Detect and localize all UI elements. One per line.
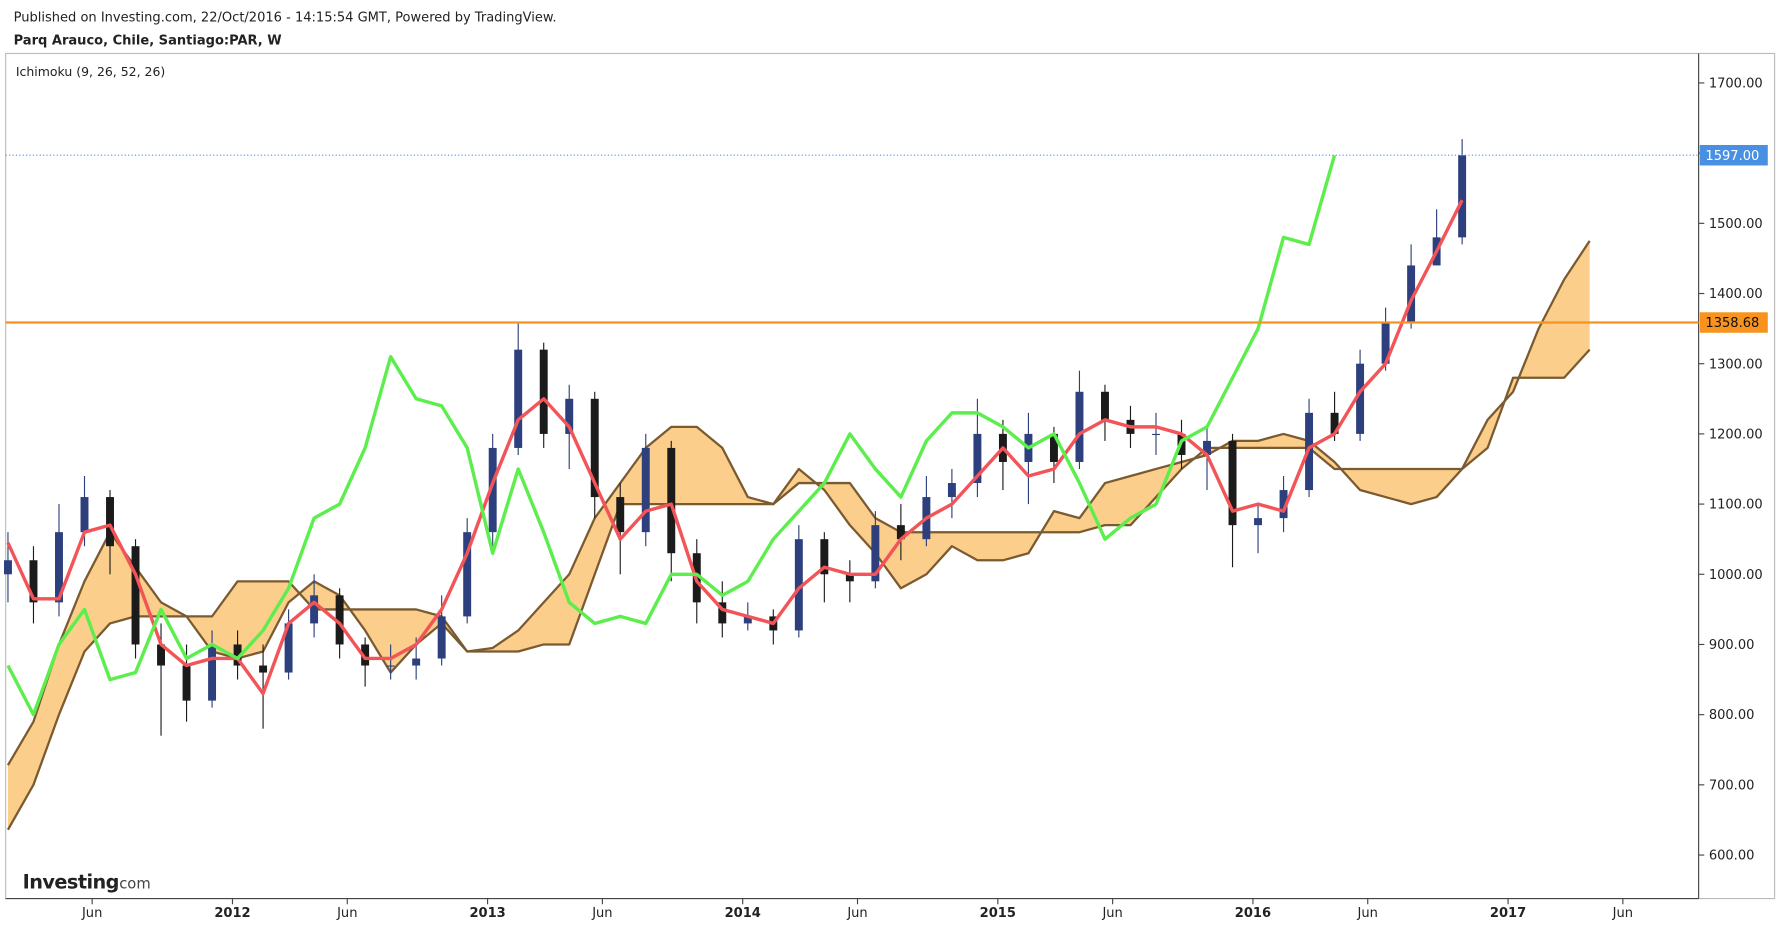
price-badge [1699, 144, 1768, 166]
x-tick-label: Jun [1612, 906, 1633, 921]
y-tick-label: 1700.00 [1709, 76, 1763, 91]
candle-body [284, 623, 293, 673]
candle-body [131, 546, 140, 645]
candle-body [55, 532, 63, 603]
candle-body [259, 665, 268, 673]
published-note: Published on Investing.com, 22/Oct/2016 … [14, 11, 557, 26]
ichimoku-line [6, 199, 1464, 696]
x-tick-label: 2015 [980, 906, 1016, 921]
y-tick-label: 1500.00 [1709, 217, 1763, 232]
candle-body [1279, 490, 1288, 519]
x-tick-label: Jun [336, 906, 357, 921]
logo-suffix: .com [115, 875, 151, 892]
candle-body [412, 658, 421, 666]
y-tick-label: 1100.00 [1709, 498, 1763, 513]
candle-body [794, 539, 803, 631]
candle-body [361, 644, 370, 666]
candle-body [743, 616, 752, 624]
x-tick-label: Jun [591, 906, 612, 921]
x-tick-label: Jun [846, 906, 867, 921]
y-tick-label: 1200.00 [1709, 427, 1763, 442]
candle-body [1330, 412, 1339, 434]
symbol-title: Parq Arauco, Chile, Santiago:PAR, W [14, 33, 282, 48]
candle-body [1254, 518, 1263, 526]
y-tick-label: 900.00 [1709, 638, 1755, 653]
candle-body [514, 349, 523, 448]
y-tick-label: 700.00 [1709, 778, 1755, 793]
x-tick-label: 2013 [469, 906, 505, 921]
y-tick-label: 800.00 [1709, 708, 1755, 723]
y-tick-label: 600.00 [1709, 849, 1755, 864]
candle-body [1381, 321, 1390, 364]
x-tick-label: 2012 [214, 906, 250, 921]
candle-body [335, 595, 344, 645]
cloud-span-a [6, 240, 1591, 766]
candle-body [1458, 155, 1467, 238]
candle-body [1152, 433, 1160, 436]
candle-body [233, 644, 242, 666]
candle-body [488, 447, 497, 533]
x-tick-label: 2017 [1490, 906, 1526, 921]
candle-body [616, 497, 625, 533]
y-tick-label: 1400.00 [1709, 287, 1763, 302]
candle-body [1049, 433, 1058, 462]
candle-body [973, 433, 982, 484]
candle-body [29, 560, 38, 603]
x-tick-label: 2014 [725, 906, 761, 921]
candle-body [437, 616, 446, 659]
x-tick-label: Jun [1357, 906, 1378, 921]
x-tick-label: Jun [81, 906, 102, 921]
logo-brand: Investing [23, 870, 119, 893]
candle-body [1203, 440, 1211, 455]
x-tick-label: 2016 [1235, 906, 1271, 921]
candle-body [3, 560, 12, 575]
candle-body [667, 447, 676, 554]
y-tick-label: 1000.00 [1709, 568, 1763, 583]
price-badge-label: 1358.68 [1705, 316, 1759, 331]
price-badge-label: 1597.00 [1705, 149, 1759, 164]
x-tick-label: Jun [1101, 906, 1122, 921]
ichimoku-line [6, 154, 1337, 717]
candle-body [871, 525, 880, 582]
candle-body [463, 532, 472, 617]
candle-body [1075, 391, 1084, 462]
candle-body [641, 447, 650, 533]
candle-body [947, 483, 956, 498]
candle-body [820, 539, 829, 575]
price-badge [1699, 312, 1768, 333]
candle-body [1100, 391, 1109, 420]
candle-body [845, 574, 854, 582]
candle-body [106, 497, 114, 547]
candle-body [1228, 440, 1237, 526]
candle-body [718, 602, 727, 624]
candle-body [896, 525, 905, 540]
indicator-label: Ichimoku (9, 26, 52, 26) [16, 64, 165, 79]
candle-body [208, 644, 217, 701]
candle-body [565, 398, 574, 434]
candle-body [1356, 363, 1365, 434]
candle-body [182, 665, 191, 701]
candle-body [386, 665, 395, 667]
chart-frame [5, 52, 1776, 900]
cloud-span-b [6, 348, 1591, 831]
candle-body [539, 349, 548, 434]
candle-body [157, 644, 166, 666]
candle-body [590, 398, 599, 498]
candle-body [80, 497, 89, 533]
candle-body [1407, 265, 1416, 322]
y-tick-label: 1300.00 [1709, 357, 1763, 372]
candle-body [310, 595, 319, 624]
